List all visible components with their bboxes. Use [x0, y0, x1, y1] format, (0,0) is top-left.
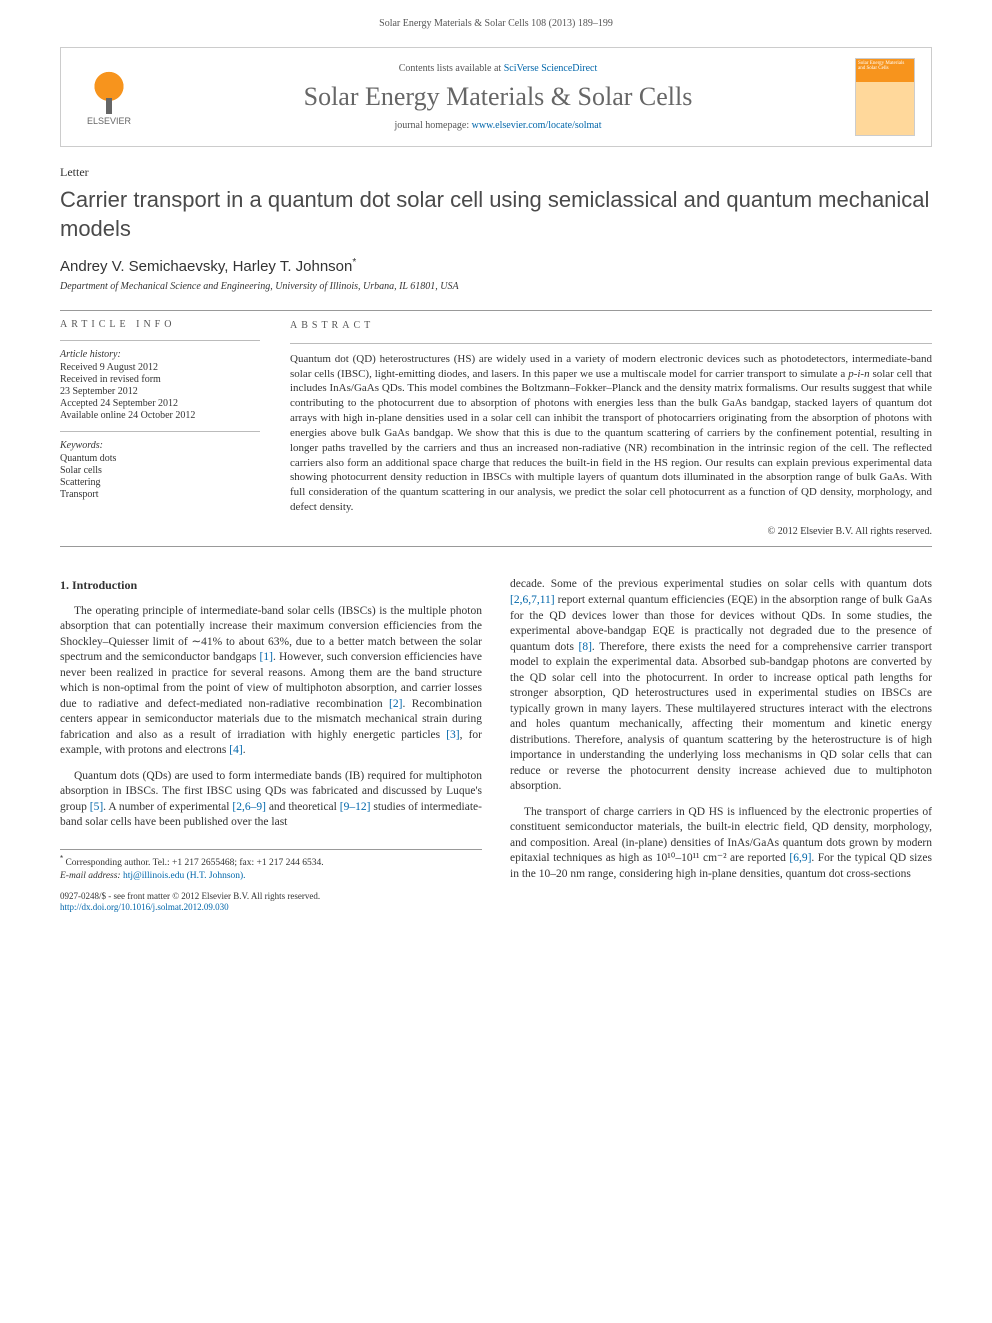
citation-link[interactable]: [8]	[578, 641, 591, 653]
keyword-4: Transport	[60, 489, 260, 500]
article-info-heading: article info	[60, 319, 260, 330]
elsevier-label: ELSEVIER	[87, 116, 131, 126]
keyword-1: Quantum dots	[60, 453, 260, 464]
citation-link[interactable]: [4]	[229, 744, 242, 756]
info-abstract-row: article info Article history: Received 9…	[60, 319, 932, 538]
bottom-meta: 0927-0248/$ - see front matter © 2012 El…	[60, 891, 482, 914]
journal-name: Solar Energy Materials & Solar Cells	[141, 82, 855, 112]
accepted-date: Accepted 24 September 2012	[60, 398, 260, 409]
author-list: Andrey V. Semichaevsky, Harley T. Johnso…	[60, 257, 932, 275]
revised-line1: Received in revised form	[60, 374, 260, 385]
revised-line2: 23 September 2012	[60, 386, 260, 397]
corresponding-footnote: * Corresponding author. Tel.: +1 217 265…	[60, 854, 482, 870]
corresponding-marker: *	[352, 257, 356, 268]
citation-link[interactable]: [9–12]	[340, 801, 371, 813]
abstract-heading: abstract	[290, 319, 932, 333]
citation-link[interactable]: [5]	[90, 801, 103, 813]
doi-link[interactable]: http://dx.doi.org/10.1016/j.solmat.2012.…	[60, 902, 229, 912]
citation-link[interactable]: [6,9]	[789, 852, 811, 864]
elsevier-tree-icon	[86, 68, 132, 114]
body-two-columns: 1. Introduction The operating principle …	[60, 577, 932, 914]
info-divider-1	[60, 340, 260, 341]
received-date: Received 9 August 2012	[60, 362, 260, 373]
homepage-link[interactable]: www.elsevier.com/locate/solmat	[472, 120, 602, 131]
journal-homepage-line: journal homepage: www.elsevier.com/locat…	[141, 120, 855, 131]
top-divider	[60, 310, 932, 311]
article-info-column: article info Article history: Received 9…	[60, 319, 260, 538]
intro-paragraph-3: decade. Some of the previous experimenta…	[510, 577, 932, 794]
article-title: Carrier transport in a quantum dot solar…	[60, 186, 932, 243]
abstract-column: abstract Quantum dot (QD) heterostructur…	[290, 319, 932, 538]
intro-paragraph-4: The transport of charge carriers in QD H…	[510, 805, 932, 883]
homepage-label: journal homepage:	[394, 120, 469, 131]
footnote-block: * Corresponding author. Tel.: +1 217 265…	[60, 849, 482, 883]
running-header: Solar Energy Materials & Solar Cells 108…	[0, 0, 992, 37]
sciencedirect-link[interactable]: SciVerse ScienceDirect	[504, 63, 598, 74]
abstract-copyright: © 2012 Elsevier B.V. All rights reserved…	[290, 525, 932, 539]
citation-link[interactable]: [2]	[389, 698, 402, 710]
journal-banner: ELSEVIER Contents lists available at Sci…	[60, 47, 932, 147]
citation-link[interactable]: [2,6,7,11]	[510, 594, 555, 606]
abstract-divider	[290, 343, 932, 344]
email-label: E-mail address:	[60, 871, 121, 881]
footnote-asterisk-icon: *	[60, 854, 63, 863]
section-1-heading: 1. Introduction	[60, 577, 482, 593]
keyword-3: Scattering	[60, 477, 260, 488]
body-column-right: decade. Some of the previous experimenta…	[510, 577, 932, 914]
citation-link[interactable]: [3]	[446, 729, 459, 741]
article-type-label: Letter	[60, 165, 932, 180]
corresponding-email-link[interactable]: htj@illinois.edu (H.T. Johnson).	[123, 871, 246, 881]
intro-paragraph-1: The operating principle of intermediate-…	[60, 604, 482, 759]
citation-link[interactable]: [2,6–9]	[232, 801, 266, 813]
keywords-block: Keywords: Quantum dots Solar cells Scatt…	[60, 440, 260, 500]
banner-center: Contents lists available at SciVerse Sci…	[141, 63, 855, 131]
issn-line: 0927-0248/$ - see front matter © 2012 El…	[60, 891, 482, 903]
contents-available-line: Contents lists available at SciVerse Sci…	[141, 63, 855, 74]
elsevier-logo: ELSEVIER	[77, 61, 141, 133]
mid-divider	[60, 546, 932, 547]
article-main: Letter Carrier transport in a quantum do…	[60, 165, 932, 914]
journal-cover-thumbnail: Solar Energy Materials and Solar Cells	[855, 58, 915, 136]
history-label: Article history:	[60, 349, 260, 360]
email-footnote: E-mail address: htj@illinois.edu (H.T. J…	[60, 870, 482, 882]
contents-available-text: Contents lists available at	[399, 63, 501, 74]
abstract-text: Quantum dot (QD) heterostructures (HS) a…	[290, 352, 932, 515]
intro-paragraph-2: Quantum dots (QDs) are used to form inte…	[60, 769, 482, 831]
info-divider-2	[60, 431, 260, 432]
corresponding-contact: Corresponding author. Tel.: +1 217 26554…	[65, 858, 323, 868]
online-date: Available online 24 October 2012	[60, 410, 260, 421]
citation-link[interactable]: [1]	[260, 651, 273, 663]
keyword-2: Solar cells	[60, 465, 260, 476]
authors-text: Andrey V. Semichaevsky, Harley T. Johnso…	[60, 258, 352, 275]
article-history-block: Article history: Received 9 August 2012 …	[60, 349, 260, 421]
keywords-label: Keywords:	[60, 440, 260, 451]
body-column-left: 1. Introduction The operating principle …	[60, 577, 482, 914]
affiliation: Department of Mechanical Science and Eng…	[60, 281, 932, 292]
